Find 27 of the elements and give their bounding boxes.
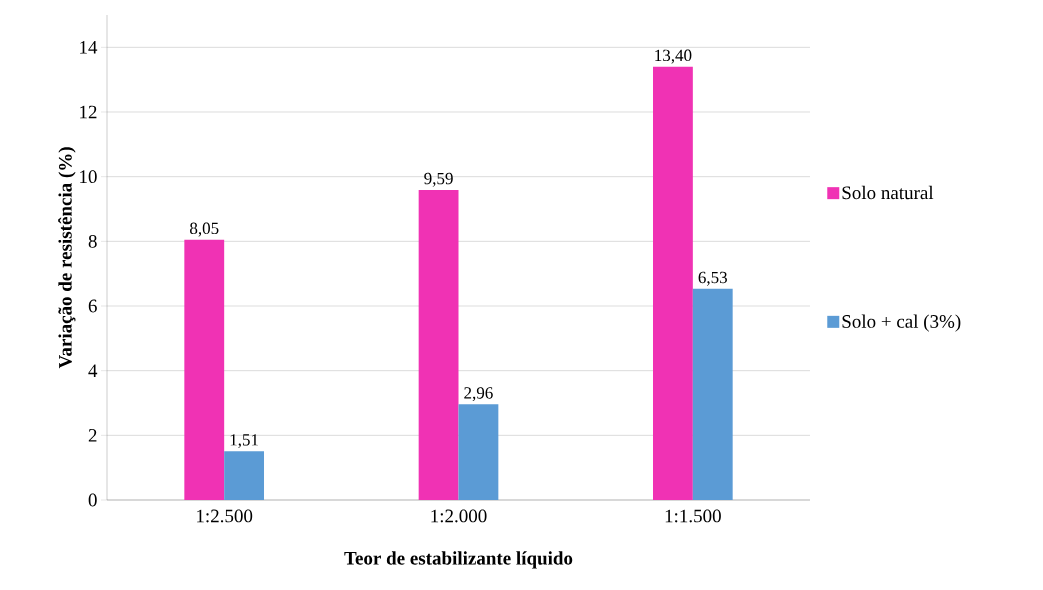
y-tick-label: 2 bbox=[88, 429, 97, 442]
data-label: 1,51 bbox=[230, 434, 258, 448]
y-tick-label: 0 bbox=[88, 493, 97, 507]
x-axis-title: Teor de estabilizante líquido bbox=[344, 551, 573, 569]
data-label: 13,40 bbox=[655, 49, 692, 64]
data-label: 8,05 bbox=[190, 222, 219, 237]
y-tick-label: 6 bbox=[88, 299, 97, 313]
legend-label: Solo + cal (3%) bbox=[842, 314, 961, 332]
x-tick-label: 1:2.000 bbox=[431, 509, 487, 523]
x-tick-label: 1:2.500 bbox=[197, 509, 253, 523]
x-tick-label: 1:1.500 bbox=[665, 509, 721, 523]
y-tick-label: 8 bbox=[88, 234, 97, 248]
y-tick-label: 10 bbox=[80, 170, 97, 184]
data-label: 2,96 bbox=[464, 387, 493, 402]
data-label: 9,59 bbox=[424, 172, 453, 187]
data-label: 6,53 bbox=[698, 271, 727, 286]
y-axis-title: Variação de resistência (%) bbox=[58, 147, 76, 369]
bar bbox=[692, 288, 733, 500]
y-tick-label: 14 bbox=[80, 41, 98, 54]
legend-label: Solo natural bbox=[842, 185, 934, 200]
y-tick-label: 4 bbox=[88, 364, 98, 377]
bar bbox=[224, 451, 265, 500]
bar bbox=[653, 66, 693, 500]
bar bbox=[458, 404, 499, 500]
y-tick-label: 12 bbox=[80, 105, 97, 119]
bar bbox=[418, 189, 459, 500]
bar bbox=[184, 239, 225, 500]
